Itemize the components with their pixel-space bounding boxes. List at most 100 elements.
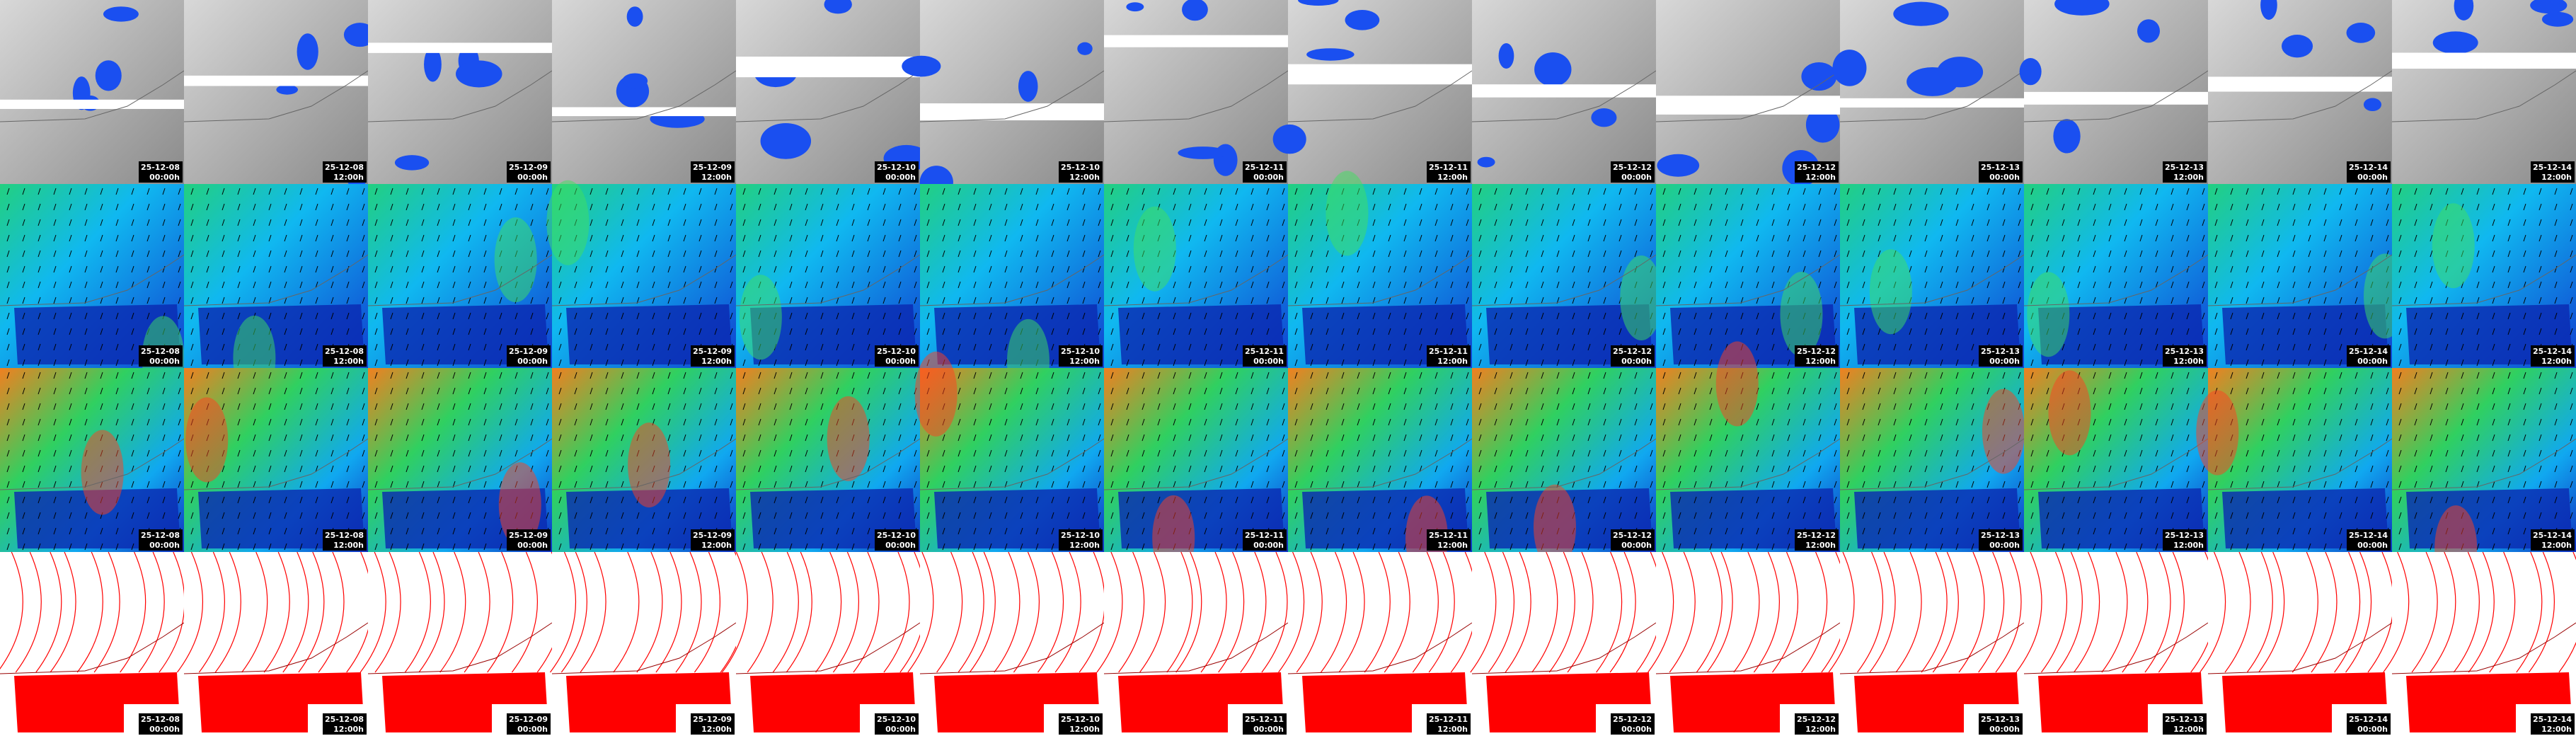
wind-arrow: [730, 418, 733, 426]
wind-arrow: [1740, 250, 1744, 258]
wind-arrow: [2398, 328, 2402, 335]
label-box: [1243, 161, 1287, 183]
wind-arrow: [1494, 234, 1497, 242]
wind-arrow: [1971, 481, 1974, 488]
wind-arrow: [2214, 219, 2218, 226]
wind-arrow: [1709, 359, 1713, 367]
wind-arrow: [1434, 188, 1438, 195]
wind-arrow: [1694, 219, 1697, 226]
wind-arrow: [2386, 418, 2389, 426]
tile-date: 25-12-12: [1613, 163, 1652, 172]
wind-arrow: [1266, 328, 1270, 335]
wind-arrow: [1419, 465, 1422, 473]
wind-arrow: [2077, 297, 2081, 304]
wind-arrow: [1709, 343, 1713, 351]
wind-arrow: [2339, 481, 2342, 488]
isobar: [1240, 551, 1267, 673]
wind-arrow: [1893, 481, 1897, 488]
wind-arrow: [1219, 281, 1223, 289]
wind-arrow: [268, 250, 272, 258]
wind-arrow: [683, 203, 686, 211]
wind-arrow: [1282, 403, 1285, 410]
wind-arrow: [2108, 250, 2112, 258]
wind-arrow: [1403, 512, 1407, 519]
wind-arrow: [1250, 481, 1254, 488]
wind-arrow: [636, 343, 640, 351]
wind-arrow: [330, 328, 334, 335]
wind-arrow: [1188, 449, 1192, 457]
wind-arrow: [1157, 465, 1161, 473]
wind-arrow: [374, 481, 378, 488]
wind-arrow: [973, 312, 977, 320]
wind-arrow: [284, 527, 287, 535]
tile-time: 12:00h: [1437, 541, 1468, 550]
wind-arrow: [1326, 265, 1329, 273]
wind-arrow: [22, 527, 25, 535]
wind-arrow: [1494, 219, 1497, 226]
wind-arrow: [1541, 219, 1544, 226]
wind-arrow: [2277, 496, 2280, 504]
wind-arrow: [1662, 465, 1666, 473]
wind-arrow: [1219, 297, 1223, 304]
wind-arrow: [190, 343, 194, 351]
wind-arrow: [2430, 434, 2433, 442]
wind-arrow: [1188, 343, 1192, 351]
wind-arrow: [2414, 343, 2417, 351]
wind-arrow: [1341, 343, 1345, 351]
wind-arrow: [2398, 343, 2402, 351]
wind-arrow: [362, 219, 365, 226]
wind-arrow: [178, 281, 181, 289]
wind-arrow: [558, 496, 562, 504]
wind-arrow: [1282, 434, 1285, 442]
wind-arrow: [1219, 250, 1223, 258]
cloud-blob: [2530, 0, 2568, 14]
wind-arrow: [2308, 312, 2311, 320]
wind-arrow: [2461, 387, 2464, 395]
tile-date: 25-12-14: [2533, 163, 2572, 172]
wind-arrow: [38, 372, 41, 379]
wind-arrow: [989, 359, 992, 367]
wind-arrow: [2492, 203, 2495, 211]
wind-arrow: [1126, 234, 1129, 242]
wind-arrow: [1173, 449, 1176, 457]
wind-arrow: [558, 297, 562, 304]
wind-arrow: [162, 234, 166, 242]
wind-arrow: [742, 265, 746, 273]
wind-arrow: [1771, 512, 1775, 519]
wind-arrow: [22, 250, 25, 258]
wind-arrow: [2261, 234, 2265, 242]
wind-arrow: [989, 481, 992, 488]
wind-arrow: [546, 265, 549, 273]
wind-arrow: [268, 234, 272, 242]
wind-arrow: [38, 265, 41, 273]
wind-arrow: [406, 512, 409, 519]
tile-date: 25-12-08: [141, 163, 180, 172]
wind-arrow: [84, 403, 88, 410]
wind-arrow: [1846, 465, 1850, 473]
wind-arrow: [2093, 418, 2096, 426]
wind-arrow: [2476, 234, 2480, 242]
wind-arrow: [1051, 312, 1054, 320]
wind-arrow: [1142, 387, 1145, 395]
wind-arrow: [574, 543, 577, 551]
wind-arrow: [1771, 234, 1775, 242]
wind-arrow: [2002, 297, 2006, 304]
wind-arrow: [346, 234, 350, 242]
wind-arrow: [2523, 203, 2526, 211]
wind-arrow: [362, 387, 365, 395]
wind-arrow: [2246, 543, 2249, 551]
wind-arrow: [867, 328, 870, 335]
wind-arrow: [958, 188, 961, 195]
tile-date: 25-12-08: [141, 715, 180, 724]
wind-arrow: [2445, 312, 2449, 320]
wind-arrow: [1419, 219, 1422, 226]
cloud-blob: [1534, 52, 1572, 87]
wind-arrow: [2108, 219, 2112, 226]
wind-arrow: [1450, 372, 1454, 379]
wind-arrow: [1110, 250, 1114, 258]
wind-arrow: [1266, 372, 1270, 379]
wind-arrow: [1250, 496, 1254, 504]
wind-arrow: [2292, 328, 2296, 335]
